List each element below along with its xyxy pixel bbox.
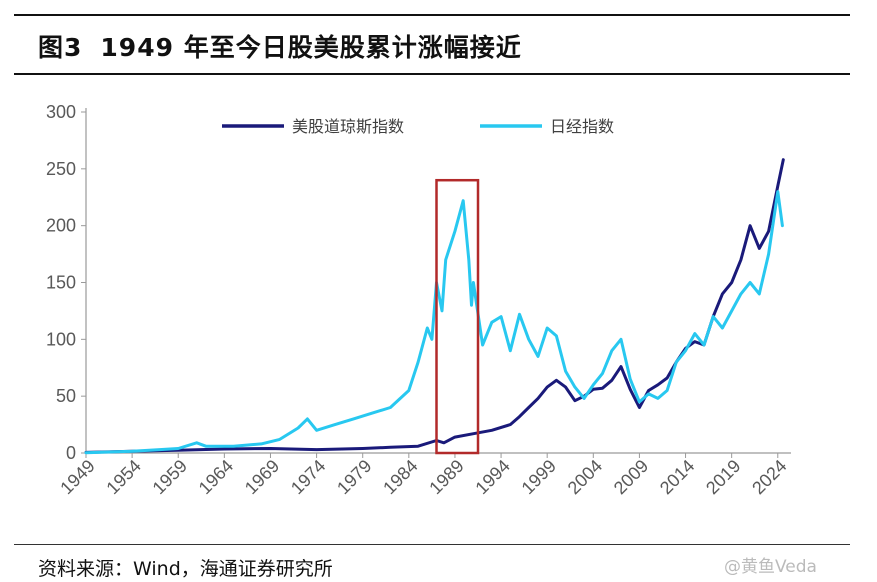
y-tick-label: 300 bbox=[46, 102, 76, 122]
title-rule bbox=[14, 73, 850, 75]
series-lines bbox=[84, 158, 785, 455]
series-line-2 bbox=[84, 190, 784, 455]
y-tick-label: 0 bbox=[66, 443, 76, 463]
y-tick-label: 100 bbox=[46, 329, 76, 349]
x-tick-label: 1999 bbox=[518, 456, 560, 498]
x-tick-label: 1954 bbox=[102, 456, 144, 498]
highlight-layer bbox=[435, 178, 480, 455]
x-tick-label: 2019 bbox=[702, 456, 744, 498]
x-axis-ticks: 1949 1954 1959 1964 1969 1974 1979 1984 1989 1994… bbox=[56, 453, 791, 498]
x-tick-label: 1989 bbox=[425, 456, 467, 498]
x-tick-label: 1994 bbox=[471, 456, 513, 498]
y-tick-label: 250 bbox=[46, 159, 76, 179]
x-tick-label: 1964 bbox=[195, 456, 237, 498]
y-tick-label: 150 bbox=[46, 273, 76, 293]
x-tick-label: 2014 bbox=[656, 456, 698, 498]
x-tick-label: 2009 bbox=[610, 456, 652, 498]
figure-number: 图3 bbox=[38, 33, 83, 62]
legend-label-1: 美股道琼斯指数 bbox=[292, 117, 404, 136]
chart-axes bbox=[85, 108, 791, 454]
y-axis-ticks: 0 50 100 150 200 250 300 bbox=[46, 102, 86, 463]
watermark: @黄鱼Veda bbox=[724, 557, 817, 577]
x-tick-label: 1959 bbox=[149, 456, 191, 498]
bottom-rule bbox=[14, 544, 850, 545]
x-tick-label: 1984 bbox=[379, 456, 421, 498]
source-note: 资料来源：Wind，海通证券研究所 bbox=[38, 558, 333, 580]
x-tick-label: 1949 bbox=[56, 456, 98, 498]
x-tick-label: 2004 bbox=[564, 456, 606, 498]
chart-legend: 美股道琼斯指数 日经指数 bbox=[222, 117, 614, 136]
x-tick-label: 1979 bbox=[333, 456, 375, 498]
highlight-box bbox=[435, 178, 480, 455]
y-tick-label: 50 bbox=[56, 386, 76, 406]
figure-title-text: 1949 年至今日股美股累计涨幅接近 bbox=[100, 33, 522, 62]
figure-title: 图3 1949 年至今日股美股累计涨幅接近 bbox=[38, 28, 522, 64]
y-tick-label: 200 bbox=[46, 216, 76, 236]
x-tick-label: 2024 bbox=[748, 456, 790, 498]
x-tick-label: 1974 bbox=[287, 456, 329, 498]
top-rule bbox=[14, 14, 850, 16]
legend-label-2: 日经指数 bbox=[550, 117, 614, 136]
x-tick-label: 1969 bbox=[241, 456, 283, 498]
